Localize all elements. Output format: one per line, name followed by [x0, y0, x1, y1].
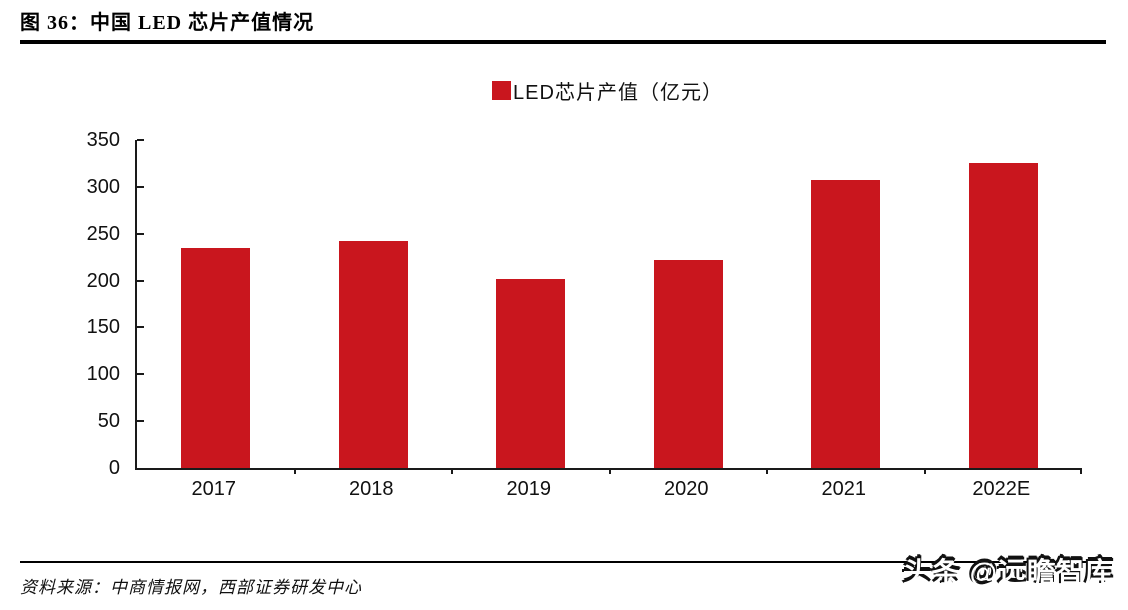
x-tick-label: 2017 — [191, 478, 237, 500]
y-tick-label: 100 — [86, 363, 120, 386]
x-tick-label: 2020 — [664, 478, 709, 500]
footer-rule — [20, 561, 1106, 563]
x-tick-mark — [608, 468, 611, 474]
y-tick-label: 150 — [86, 316, 120, 339]
y-tick-mark — [137, 373, 144, 376]
x-tick-label: 2018 — [349, 478, 394, 500]
y-axis-labels: 0 50 100 150 200 250 300 350 — [0, 129, 120, 479]
bar-2017 — [181, 247, 251, 468]
x-tick-label: 2021 — [821, 478, 867, 500]
source-note: 资料来源：中商情报网，西部证券研发中心 — [20, 578, 362, 597]
y-tick-mark — [137, 420, 144, 423]
x-tick-label: 2022E — [972, 478, 1031, 500]
x-tick-mark — [1080, 468, 1082, 474]
y-tick-label: 50 — [97, 410, 120, 433]
bar-2022E — [968, 162, 1038, 468]
y-tick-label: 200 — [86, 269, 120, 292]
x-tick-mark — [766, 468, 768, 474]
x-tick-mark — [923, 468, 926, 474]
x-axis-labels: 2017 2018 2019 2020 2021 2022E — [135, 478, 1080, 501]
y-tick-mark — [137, 232, 144, 235]
legend-swatch-icon — [492, 81, 512, 100]
legend: LED芯片产值（亿元） — [135, 76, 1080, 105]
x-tick-mark — [451, 468, 453, 474]
y-tick-mark — [137, 279, 144, 282]
bar-2019 — [496, 278, 566, 468]
bar-2020 — [653, 259, 723, 468]
x-tick-mark — [293, 468, 296, 474]
y-tick-mark — [137, 326, 144, 329]
header-rule — [20, 40, 1106, 44]
watermark: 头条 @远瞻智库 — [902, 557, 1114, 588]
y-tick-label: 250 — [86, 222, 120, 245]
y-tick-label: 300 — [86, 175, 120, 198]
bar-2018 — [338, 241, 408, 468]
legend-label: LED芯片产值（亿元） — [513, 82, 723, 104]
y-tick-mark — [137, 185, 144, 188]
y-tick-label: 350 — [86, 129, 120, 151]
y-tick-label: 0 — [108, 457, 120, 479]
figure-title: 图 36：中国 LED 芯片产值情况 — [20, 12, 315, 34]
plot-area — [135, 139, 1082, 474]
y-tick-mark — [137, 139, 144, 141]
x-tick-label: 2019 — [506, 478, 552, 500]
bar-2021 — [811, 180, 881, 468]
